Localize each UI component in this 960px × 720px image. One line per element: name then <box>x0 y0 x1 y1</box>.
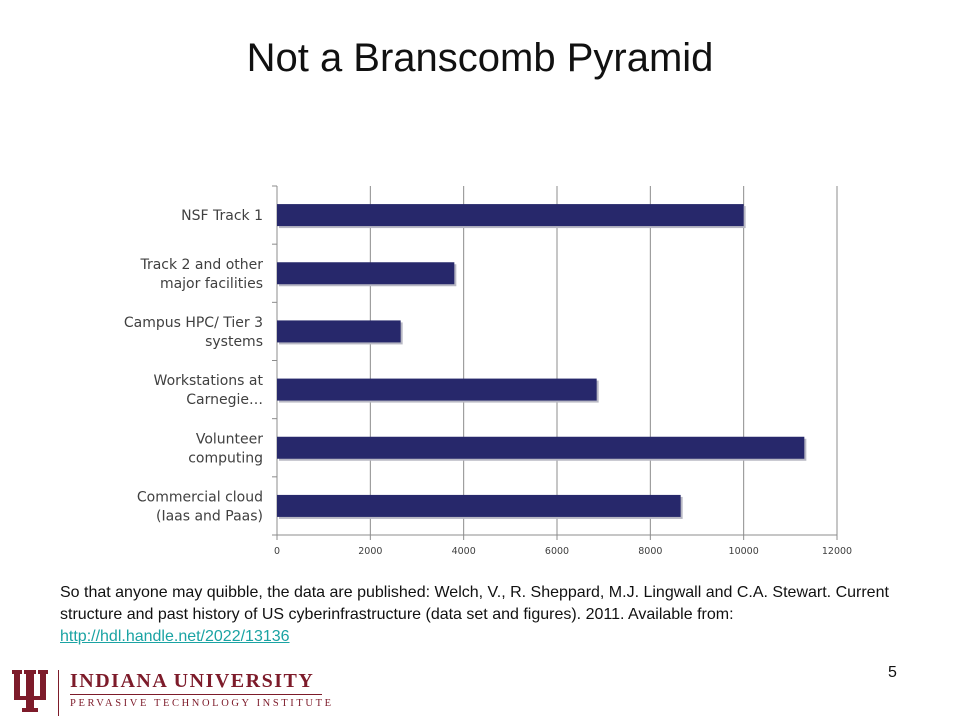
bar-chart: 0 2000 4000 6000 8000 10000 12000 NSF Track 1 Tr… <box>124 185 852 557</box>
bar-3 <box>277 320 401 343</box>
category-label-line: Workstations at <box>154 373 264 389</box>
x-tick-label: 2000 <box>358 546 382 557</box>
category-label-line: major facilities <box>160 276 263 292</box>
x-tick-label: 12000 <box>822 546 852 557</box>
bar-6 <box>277 494 681 517</box>
university-logo: INDIANA UNIVERSITY PERVASIVE TECHNOLOGY … <box>0 662 340 720</box>
category-label-line: Commercial cloud <box>137 489 263 505</box>
citation-link[interactable]: http://hdl.handle.net/2022/13136 <box>60 628 290 645</box>
page-number: 5 <box>888 664 897 681</box>
logo-rule <box>70 694 322 695</box>
category-label-line: Carnegie… <box>186 392 263 408</box>
category-label-line: Volunteer <box>196 431 263 447</box>
bar-5 <box>277 436 805 459</box>
slide-title: Not a Branscomb Pyramid <box>246 36 714 80</box>
category-label: Campus HPC/ Tier 3 systems <box>124 315 263 350</box>
logo-divider <box>58 670 59 716</box>
x-tick-label: 8000 <box>638 546 662 557</box>
trident-icon <box>12 670 48 712</box>
x-tick-label: 6000 <box>545 546 569 557</box>
category-label: Track 2 and other major facilities <box>139 257 263 292</box>
category-label: Workstations at Carnegie… <box>154 373 264 408</box>
x-tick-label: 10000 <box>729 546 759 557</box>
citation-text: So that anyone may quibble, the data are… <box>60 584 889 623</box>
bar-1 <box>277 204 744 227</box>
category-label: Commercial cloud (Iaas and Paas) <box>137 489 263 524</box>
university-name: INDIANA UNIVERSITY <box>70 670 315 692</box>
category-label: NSF Track 1 <box>181 208 263 224</box>
x-tick-label: 4000 <box>452 546 476 557</box>
x-tick-label: 0 <box>274 546 280 557</box>
category-label-line: NSF Track 1 <box>181 208 263 224</box>
bar-4 <box>277 378 597 401</box>
institute-name: PERVASIVE TECHNOLOGY INSTITUTE <box>70 698 334 709</box>
category-label-line: Track 2 and other <box>139 257 263 273</box>
category-label: Volunteer computing <box>188 431 263 466</box>
category-label-line: (Iaas and Paas) <box>156 508 263 524</box>
citation: So that anyone may quibble, the data are… <box>60 582 900 648</box>
category-label-line: systems <box>205 334 263 350</box>
category-label-line: Campus HPC/ Tier 3 <box>124 315 263 331</box>
category-label-line: computing <box>188 450 263 466</box>
bar-2 <box>277 262 455 285</box>
